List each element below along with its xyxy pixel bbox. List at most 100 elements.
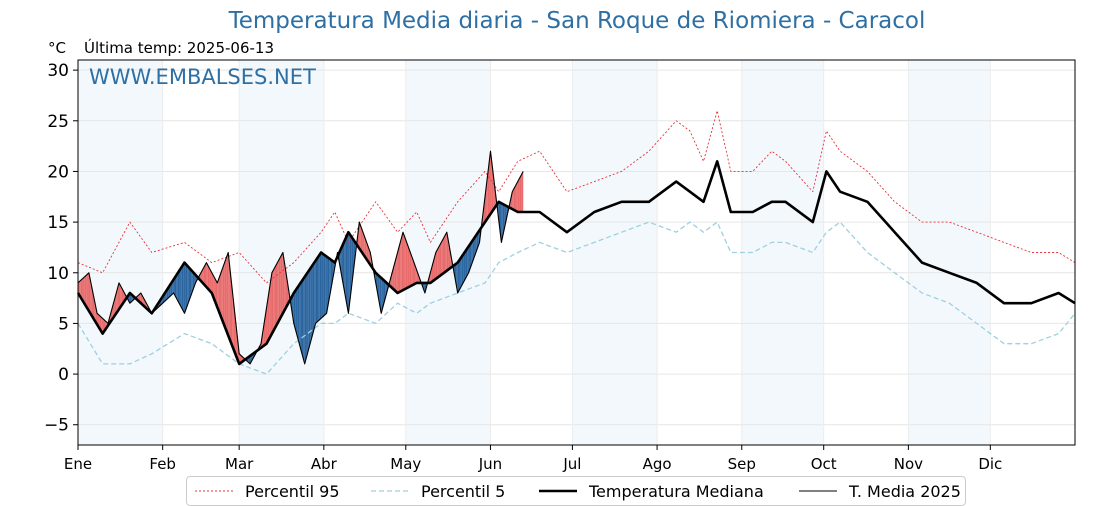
above-median-fill [230, 277, 233, 347]
below-median-fill [345, 235, 348, 306]
above-median-fill [232, 290, 234, 350]
series-line-current [77, 150, 524, 365]
below-median-fill [457, 260, 460, 294]
below-median-fill [464, 250, 466, 281]
watermark-text: WWW.EMBALSES.NET [89, 65, 316, 89]
below-median-fill [174, 275, 177, 299]
above-median-fill [277, 260, 279, 324]
below-median-fill [177, 271, 180, 304]
below-median-fill [321, 252, 323, 319]
above-median-fill [409, 251, 412, 287]
above-median-fill [266, 299, 268, 344]
above-median-fill [84, 275, 87, 307]
below-median-fill [303, 276, 305, 364]
above-median-fill [206, 262, 208, 289]
below-median-fill [459, 258, 461, 291]
above-median-fill [489, 151, 491, 217]
above-median-fill [407, 243, 409, 288]
y-tick-label: −5 [44, 416, 69, 436]
above-median-fill [87, 272, 89, 312]
below-median-fill [379, 276, 382, 314]
below-median-fill [173, 277, 175, 296]
x-tick-label: Mar [225, 455, 254, 473]
below-median-fill [300, 280, 302, 354]
above-median-fill [393, 262, 395, 291]
above-median-fill [229, 265, 231, 343]
above-median-fill [439, 242, 442, 276]
above-median-fill [213, 275, 215, 301]
above-median-fill [434, 252, 436, 280]
x-tick-label: Feb [149, 455, 176, 473]
legend-item-current: T. Media 2025 [797, 481, 961, 501]
below-median-fill [192, 271, 195, 291]
below-median-fill [308, 268, 311, 349]
below-median-fill [342, 241, 345, 291]
month-band [908, 60, 991, 445]
x-tick-label: Ene [64, 455, 92, 473]
below-median-fill [184, 262, 186, 314]
below-median-fill [463, 252, 465, 283]
above-median-fill [442, 237, 445, 274]
above-median-fill [412, 258, 414, 286]
above-median-fill [102, 318, 104, 334]
above-median-fill [217, 279, 219, 311]
x-tick-label: Jun [478, 455, 502, 473]
below-median-fill [381, 277, 383, 314]
above-median-fill [271, 270, 274, 334]
above-median-fill [202, 267, 204, 284]
above-median-fill [519, 176, 521, 212]
x-tick-label: Oct [811, 455, 837, 473]
above-median-fill [207, 265, 210, 290]
below-median-fill [296, 286, 298, 339]
above-median-fill [282, 252, 285, 314]
below-median-fill [327, 257, 330, 306]
below-median-fill [188, 267, 190, 302]
below-median-fill [181, 264, 184, 311]
above-median-fill [367, 244, 369, 263]
below-median-fill [315, 258, 318, 324]
above-median-fill [510, 191, 513, 210]
above-median-fill [359, 222, 361, 251]
x-tick-label: Jul [562, 455, 581, 473]
legend-swatch [195, 490, 233, 492]
above-median-fill [221, 267, 223, 322]
plot-frame [77, 59, 1076, 446]
below-median-fill [348, 232, 350, 314]
above-median-fill [83, 276, 85, 305]
y-tick-label: 5 [58, 314, 69, 334]
below-median-fill [332, 260, 334, 283]
above-median-fill [360, 225, 363, 253]
below-median-fill [318, 254, 320, 321]
below-median-fill [502, 204, 505, 237]
above-median-fill [513, 186, 516, 211]
below-median-fill [312, 262, 315, 334]
below-median-fill [454, 263, 457, 286]
below-median-fill [505, 205, 507, 224]
above-median-fill [446, 232, 449, 271]
below-median-fill [306, 272, 308, 359]
above-median-fill [203, 265, 206, 286]
above-median-fill [438, 244, 440, 277]
x-tick-label: Abr [311, 455, 338, 473]
above-median-fill [209, 267, 211, 292]
legend-swatch [799, 490, 837, 492]
above-median-fill [286, 279, 289, 306]
below-median-fill [472, 238, 475, 262]
legend-swatch [371, 490, 409, 492]
below-median-fill [322, 253, 324, 318]
above-median-fill [118, 282, 121, 310]
legend-label: Temperatura Mediana [589, 481, 764, 501]
above-median-fill [516, 181, 518, 212]
below-median-fill [314, 260, 316, 329]
x-tick-label: May [390, 455, 421, 473]
below-median-fill [475, 234, 477, 254]
below-median-fill [304, 274, 307, 364]
series-line-p5 [77, 221, 1076, 375]
above-median-fill [404, 236, 406, 290]
below-median-fill [461, 254, 464, 286]
below-median-fill [185, 264, 188, 310]
below-median-fill [307, 270, 309, 354]
above-median-fill [120, 285, 122, 308]
below-median-fill [349, 234, 352, 302]
y-tick-label: 20 [47, 162, 69, 182]
